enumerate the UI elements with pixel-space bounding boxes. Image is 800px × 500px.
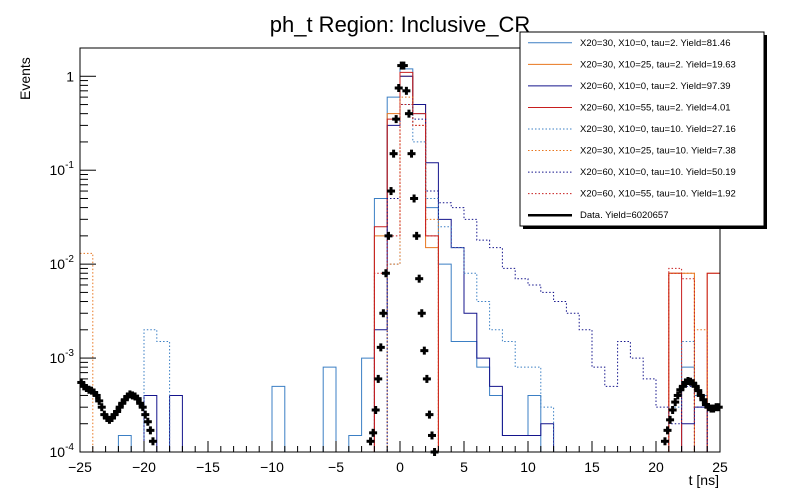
data-point — [387, 187, 396, 196]
x-tick-label: 5 — [460, 459, 468, 475]
data-point — [404, 109, 413, 118]
data-point — [379, 309, 388, 318]
legend: X20=30, X10=0, tau=2. Yield=81.46 X20=30,… — [519, 31, 767, 229]
legend-entry: X20=30, X10=0, tau=10. Yield=27.16 — [528, 124, 736, 135]
data-point — [696, 391, 705, 400]
data-point — [138, 403, 147, 412]
data-point — [407, 149, 416, 158]
data-point — [663, 426, 672, 435]
data-point — [666, 415, 675, 424]
data-point — [389, 149, 398, 158]
data-point — [97, 403, 106, 412]
data-point — [374, 374, 383, 383]
legend-label: X20=30, X10=0, tau=10. Yield=27.16 — [580, 124, 736, 135]
data-point — [113, 407, 122, 416]
legend-entry: X20=30, X10=25, tau=2. Yield=19.63 — [528, 59, 736, 70]
data-point — [694, 386, 703, 395]
x-tick-label: −20 — [132, 459, 156, 475]
data-point — [402, 86, 411, 95]
data-point — [420, 346, 429, 355]
y-tick-label: 1 — [66, 68, 74, 84]
legend-entry: X20=60, X10=55, tau=10. Yield=1.92 — [528, 189, 736, 200]
data-point — [366, 437, 375, 446]
axes: −25 −20 −15 −10 −5 0 5 10 15 20 25 1 10-1 10-2 10-3 10-… — [50, 47, 728, 475]
data-point — [381, 269, 390, 278]
data-point — [422, 374, 431, 383]
data-point — [143, 417, 152, 426]
y-tick-label: 10-2 — [50, 254, 75, 272]
data-point — [425, 410, 434, 419]
legend-label: X20=60, X10=55, tau=2. Yield=4.01 — [580, 102, 731, 113]
data-point — [133, 394, 142, 403]
data-point — [399, 61, 408, 70]
y-axis-label: Events — [17, 57, 33, 100]
data-point — [699, 395, 708, 404]
data-point — [148, 437, 157, 446]
chart-title: ph_t Region: Inclusive_CR — [270, 12, 530, 37]
legend-label: X20=30, X10=25, tau=10. Yield=7.38 — [580, 146, 736, 157]
data-point — [384, 231, 393, 240]
legend-label: X20=30, X10=25, tau=2. Yield=19.63 — [580, 59, 736, 70]
data-point — [428, 431, 436, 440]
x-tick-label: 0 — [396, 459, 404, 475]
data-point — [714, 403, 723, 412]
x-tick-label: 20 — [648, 459, 664, 475]
data-point — [668, 405, 677, 414]
x-tick-label: 25 — [712, 459, 728, 475]
data-point — [92, 391, 101, 400]
legend-entry: X20=30, X10=0, tau=2. Yield=81.46 — [528, 38, 731, 49]
data-point — [146, 426, 155, 435]
legend-entry: X20=60, X10=55, tau=2. Yield=4.01 — [528, 102, 731, 113]
data-point — [376, 343, 385, 352]
data-point — [95, 396, 104, 405]
data-point — [412, 231, 421, 240]
legend-entry: Data. Yield=6020657 — [528, 210, 668, 221]
data-point — [417, 309, 426, 318]
x-tick-label: 10 — [520, 459, 536, 475]
data-point — [392, 115, 401, 124]
legend-label: X20=30, X10=0, tau=2. Yield=81.46 — [580, 38, 731, 49]
x-tick-label: −25 — [68, 459, 92, 475]
data-point — [671, 398, 680, 407]
legend-entry: X20=60, X10=0, tau=10. Yield=50.19 — [528, 167, 736, 178]
x-tick-label: 15 — [584, 459, 600, 475]
legend-label: X20=60, X10=0, tau=2. Yield=97.39 — [580, 81, 731, 92]
data-point — [394, 84, 403, 93]
data-point — [691, 382, 700, 391]
data-point — [369, 428, 378, 437]
data-point — [415, 274, 424, 283]
x-tick-label: −5 — [328, 459, 344, 475]
data-point — [410, 194, 419, 203]
x-tick-label: −10 — [260, 459, 284, 475]
y-tick-label: 10-1 — [50, 160, 75, 178]
legend-label: X20=60, X10=55, tau=10. Yield=1.92 — [580, 189, 736, 200]
x-tick-label: −15 — [196, 459, 220, 475]
legend-entry: X20=60, X10=0, tau=2. Yield=97.39 — [528, 81, 731, 92]
legend-label: X20=60, X10=0, tau=10. Yield=50.19 — [580, 167, 736, 178]
data-point — [141, 410, 150, 419]
legend-entry: X20=30, X10=25, tau=10. Yield=7.38 — [528, 146, 736, 157]
data-point — [371, 405, 380, 414]
x-axis-label: t [ns] — [689, 472, 719, 488]
y-tick-label: 10-4 — [50, 442, 75, 460]
y-tick-label: 10-3 — [50, 348, 75, 366]
data-point — [660, 437, 669, 446]
legend-label: Data. Yield=6020657 — [580, 210, 668, 221]
data-point — [673, 391, 682, 400]
